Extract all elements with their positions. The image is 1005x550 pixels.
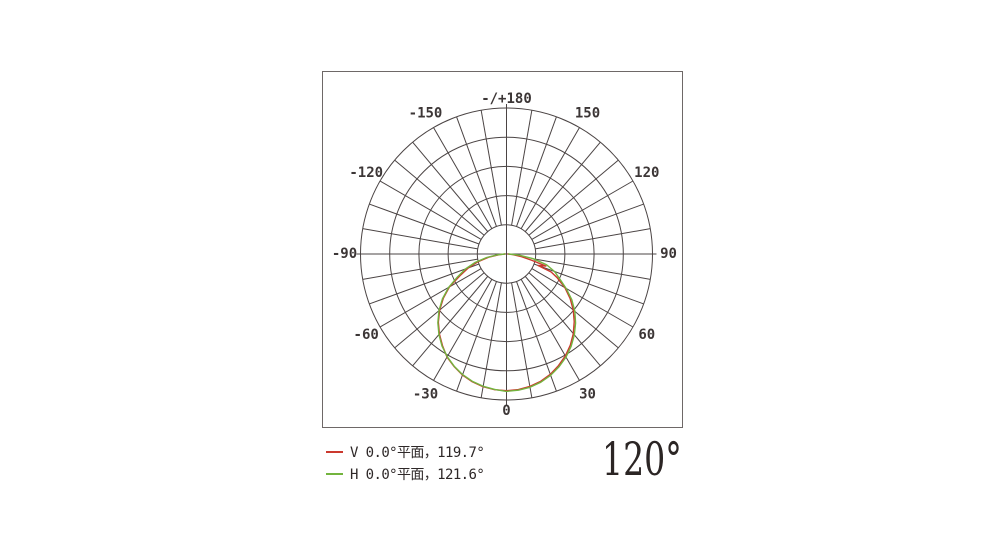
v-curve-label: V 0.0°平面，119.7° (350, 445, 485, 461)
polar-chart-frame (322, 71, 683, 428)
legend-item-v: V 0.0°平面，119.7° (326, 441, 485, 463)
v-curve-swatch (326, 451, 343, 453)
legend-item-h: H 0.0°平面，121.6° (326, 463, 485, 485)
h-curve-swatch (326, 473, 343, 475)
legend: V 0.0°平面，119.7° H 0.0°平面，121.6° (326, 441, 485, 485)
beam-angle-value: 120° (602, 432, 682, 486)
h-curve-label: H 0.0°平面，121.6° (350, 467, 485, 483)
